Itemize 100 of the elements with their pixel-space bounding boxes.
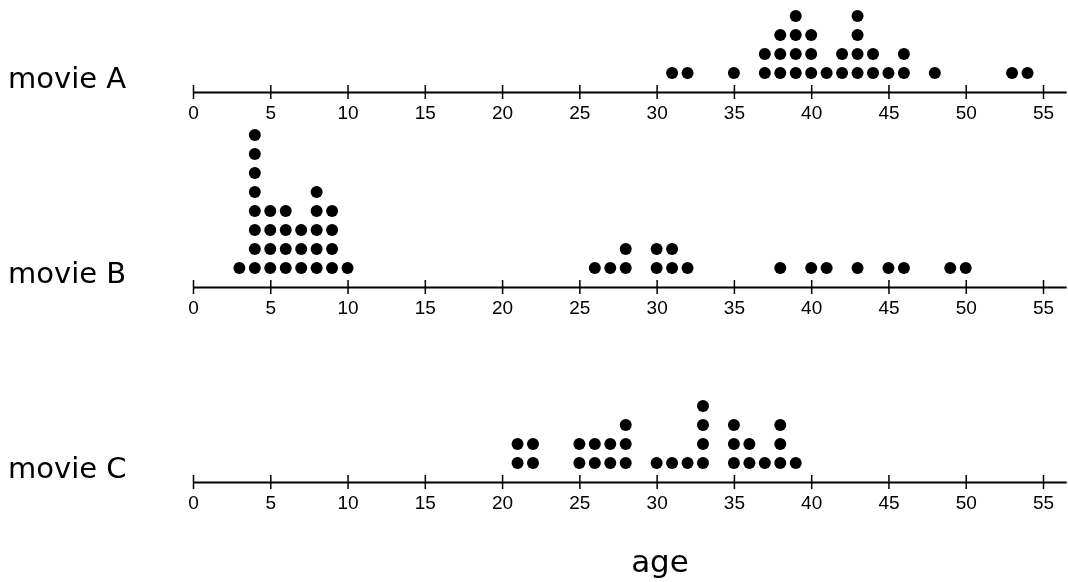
point xyxy=(279,224,292,236)
x-tick-label: 45 xyxy=(878,102,900,124)
x-tick-label: 20 xyxy=(492,102,514,124)
x-tick-label: 20 xyxy=(492,297,514,319)
x-tick-label: 20 xyxy=(492,492,514,514)
point xyxy=(527,457,539,469)
point xyxy=(248,224,261,236)
x-tick-label: 15 xyxy=(414,102,436,124)
point xyxy=(310,243,323,255)
point xyxy=(511,457,524,469)
x-tick-label: 40 xyxy=(801,492,823,514)
point xyxy=(944,262,957,274)
x-tick-label: 50 xyxy=(955,297,977,319)
point xyxy=(619,457,632,469)
point xyxy=(789,457,802,469)
point xyxy=(897,48,910,60)
point xyxy=(882,262,895,274)
x-tick-label: 35 xyxy=(723,492,745,514)
point xyxy=(604,457,617,469)
x-tick-label: 35 xyxy=(723,297,745,319)
point xyxy=(697,419,709,431)
point xyxy=(928,67,941,79)
point xyxy=(650,243,663,255)
point xyxy=(820,262,833,274)
point xyxy=(264,205,277,217)
x-tick-label: 55 xyxy=(1032,492,1055,514)
point xyxy=(527,438,539,450)
x-tick-label: 35 xyxy=(723,102,745,124)
x-tick-label: 25 xyxy=(569,297,591,319)
x-tick-label: 55 xyxy=(1032,297,1055,319)
point xyxy=(326,205,339,217)
point xyxy=(758,48,771,60)
point xyxy=(867,48,879,60)
point xyxy=(326,243,339,255)
point xyxy=(681,262,694,274)
point xyxy=(789,29,802,41)
point xyxy=(666,457,679,469)
point xyxy=(851,10,864,22)
x-tick-label: 40 xyxy=(801,297,823,319)
point xyxy=(959,262,972,274)
point xyxy=(697,400,709,412)
x-tick-label: 10 xyxy=(337,297,359,319)
point xyxy=(758,457,771,469)
point xyxy=(774,262,787,274)
point xyxy=(295,243,308,255)
point xyxy=(743,457,756,469)
point xyxy=(789,48,802,60)
x-tick-label: 0 xyxy=(188,297,199,319)
x-tick-label: 5 xyxy=(265,102,277,124)
point xyxy=(789,10,802,22)
x-tick-label: 10 xyxy=(337,492,359,514)
point xyxy=(867,67,879,79)
point xyxy=(511,438,524,450)
point xyxy=(279,262,292,274)
point xyxy=(326,262,339,274)
x-tick-label: 45 xyxy=(878,297,900,319)
point xyxy=(774,419,787,431)
x-tick-label: 25 xyxy=(569,492,591,514)
point xyxy=(1021,67,1034,79)
point xyxy=(341,262,354,274)
point xyxy=(697,457,709,469)
point xyxy=(727,67,740,79)
point xyxy=(743,438,756,450)
point xyxy=(851,29,864,41)
x-tick-label: 40 xyxy=(801,102,823,124)
point xyxy=(774,457,787,469)
x-tick-label: 30 xyxy=(646,492,668,514)
y-axis-title: movie A xyxy=(8,61,127,95)
point xyxy=(851,48,864,60)
point xyxy=(666,262,679,274)
point xyxy=(789,67,802,79)
point xyxy=(295,224,308,236)
point xyxy=(1006,67,1019,79)
point xyxy=(264,262,277,274)
x-tick-label: 0 xyxy=(188,102,199,124)
point xyxy=(295,262,308,274)
x-tick-label: 50 xyxy=(955,102,977,124)
x-axis-title: age xyxy=(631,543,689,579)
x-tick-label: 0 xyxy=(188,492,199,514)
point xyxy=(681,457,694,469)
x-tick-label: 5 xyxy=(265,492,277,514)
point xyxy=(851,262,864,274)
point xyxy=(264,243,277,255)
point xyxy=(774,29,787,41)
point xyxy=(774,438,787,450)
point xyxy=(248,205,261,217)
point xyxy=(619,419,632,431)
point xyxy=(650,262,663,274)
point xyxy=(727,438,740,450)
point xyxy=(588,262,601,274)
point xyxy=(727,419,740,431)
point xyxy=(279,243,292,255)
point xyxy=(805,67,818,79)
x-tick-label: 50 xyxy=(955,492,977,514)
point xyxy=(897,262,910,274)
point xyxy=(233,262,246,274)
point xyxy=(573,457,586,469)
point xyxy=(604,438,617,450)
point xyxy=(248,262,261,274)
point xyxy=(805,262,818,274)
